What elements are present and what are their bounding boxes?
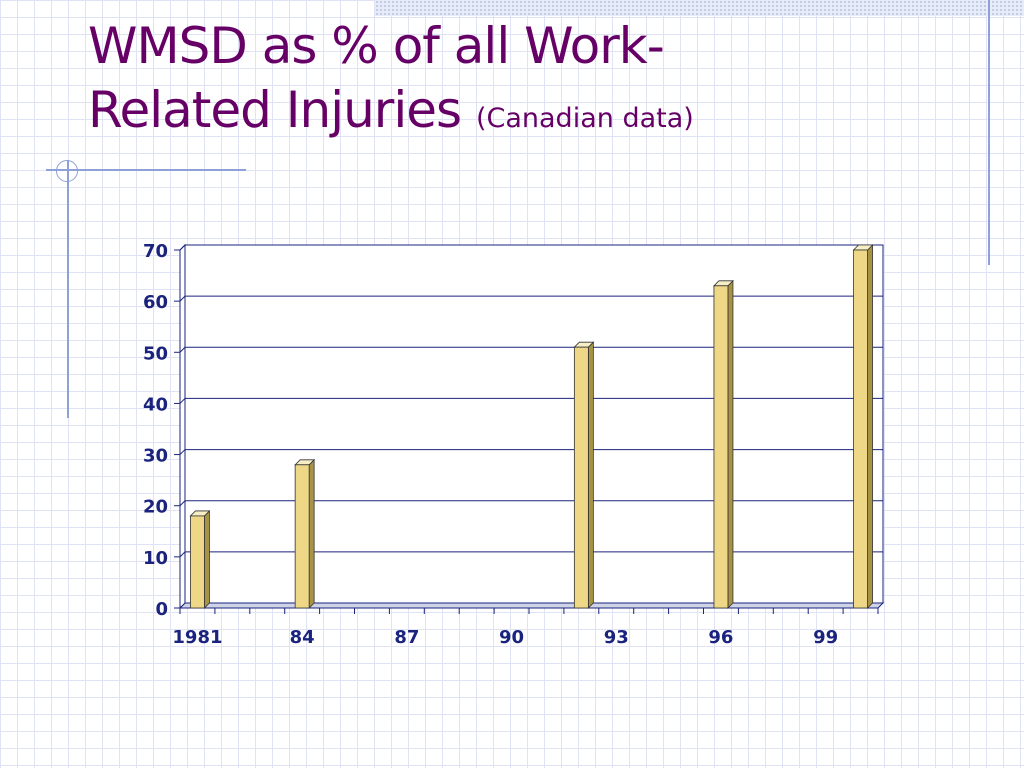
decor-horizontal-line [46,169,246,171]
x-tick-label: 93 [604,627,629,648]
decor-circle [56,160,78,182]
gridline-side [179,500,186,507]
y-tick-label: 40 [143,394,168,415]
y-tick-label: 30 [143,446,168,467]
title-note: (Canadian data) [475,103,694,134]
gridline-side [179,449,186,455]
bar-side [204,509,210,609]
title-line-2: Related Injuries [88,81,462,139]
x-tick-label: 1981 [172,627,222,648]
bar [294,458,316,609]
gridline-side [179,551,186,558]
y-tick-label: 60 [143,292,168,313]
y-tick-label: 0 [155,599,168,620]
bar [712,279,734,609]
bar [189,509,211,609]
bar-front [713,285,729,609]
decor-vertical-line-right [988,0,990,265]
bar-side [727,279,734,609]
bar-side [308,458,315,609]
x-tick-label: 99 [813,627,838,648]
y-tick-label: 50 [143,343,168,364]
y-tick-label: 70 [143,241,168,262]
x-tick-label: 90 [499,627,524,648]
gridline-side [179,398,186,404]
slide-title: WMSD as % of all Work- Related Injuries (… [88,14,868,151]
y-tick-label: 10 [143,548,168,569]
bar-front [294,464,310,609]
bar [573,341,595,609]
title-line-1: WMSD as % of all Work- [88,17,665,75]
bar-front [853,249,868,609]
x-tick-label: 84 [290,627,315,648]
bar-side [587,341,594,609]
plot-area [184,244,884,604]
bar-side [867,244,873,609]
gridline-side [179,295,186,302]
x-tick-label: 96 [708,627,733,648]
y-tick-label: 20 [143,497,168,518]
decor-vertical-line-left [67,160,69,418]
bar [852,244,874,609]
x-tick-label: 87 [394,627,419,648]
chart-floor [178,602,885,609]
chart-side-wall [179,243,186,610]
top-decor-band [375,0,1024,16]
gridline-side [179,346,186,353]
bar-front [190,515,205,609]
bar-front [573,346,589,609]
gridline-side [179,244,186,251]
